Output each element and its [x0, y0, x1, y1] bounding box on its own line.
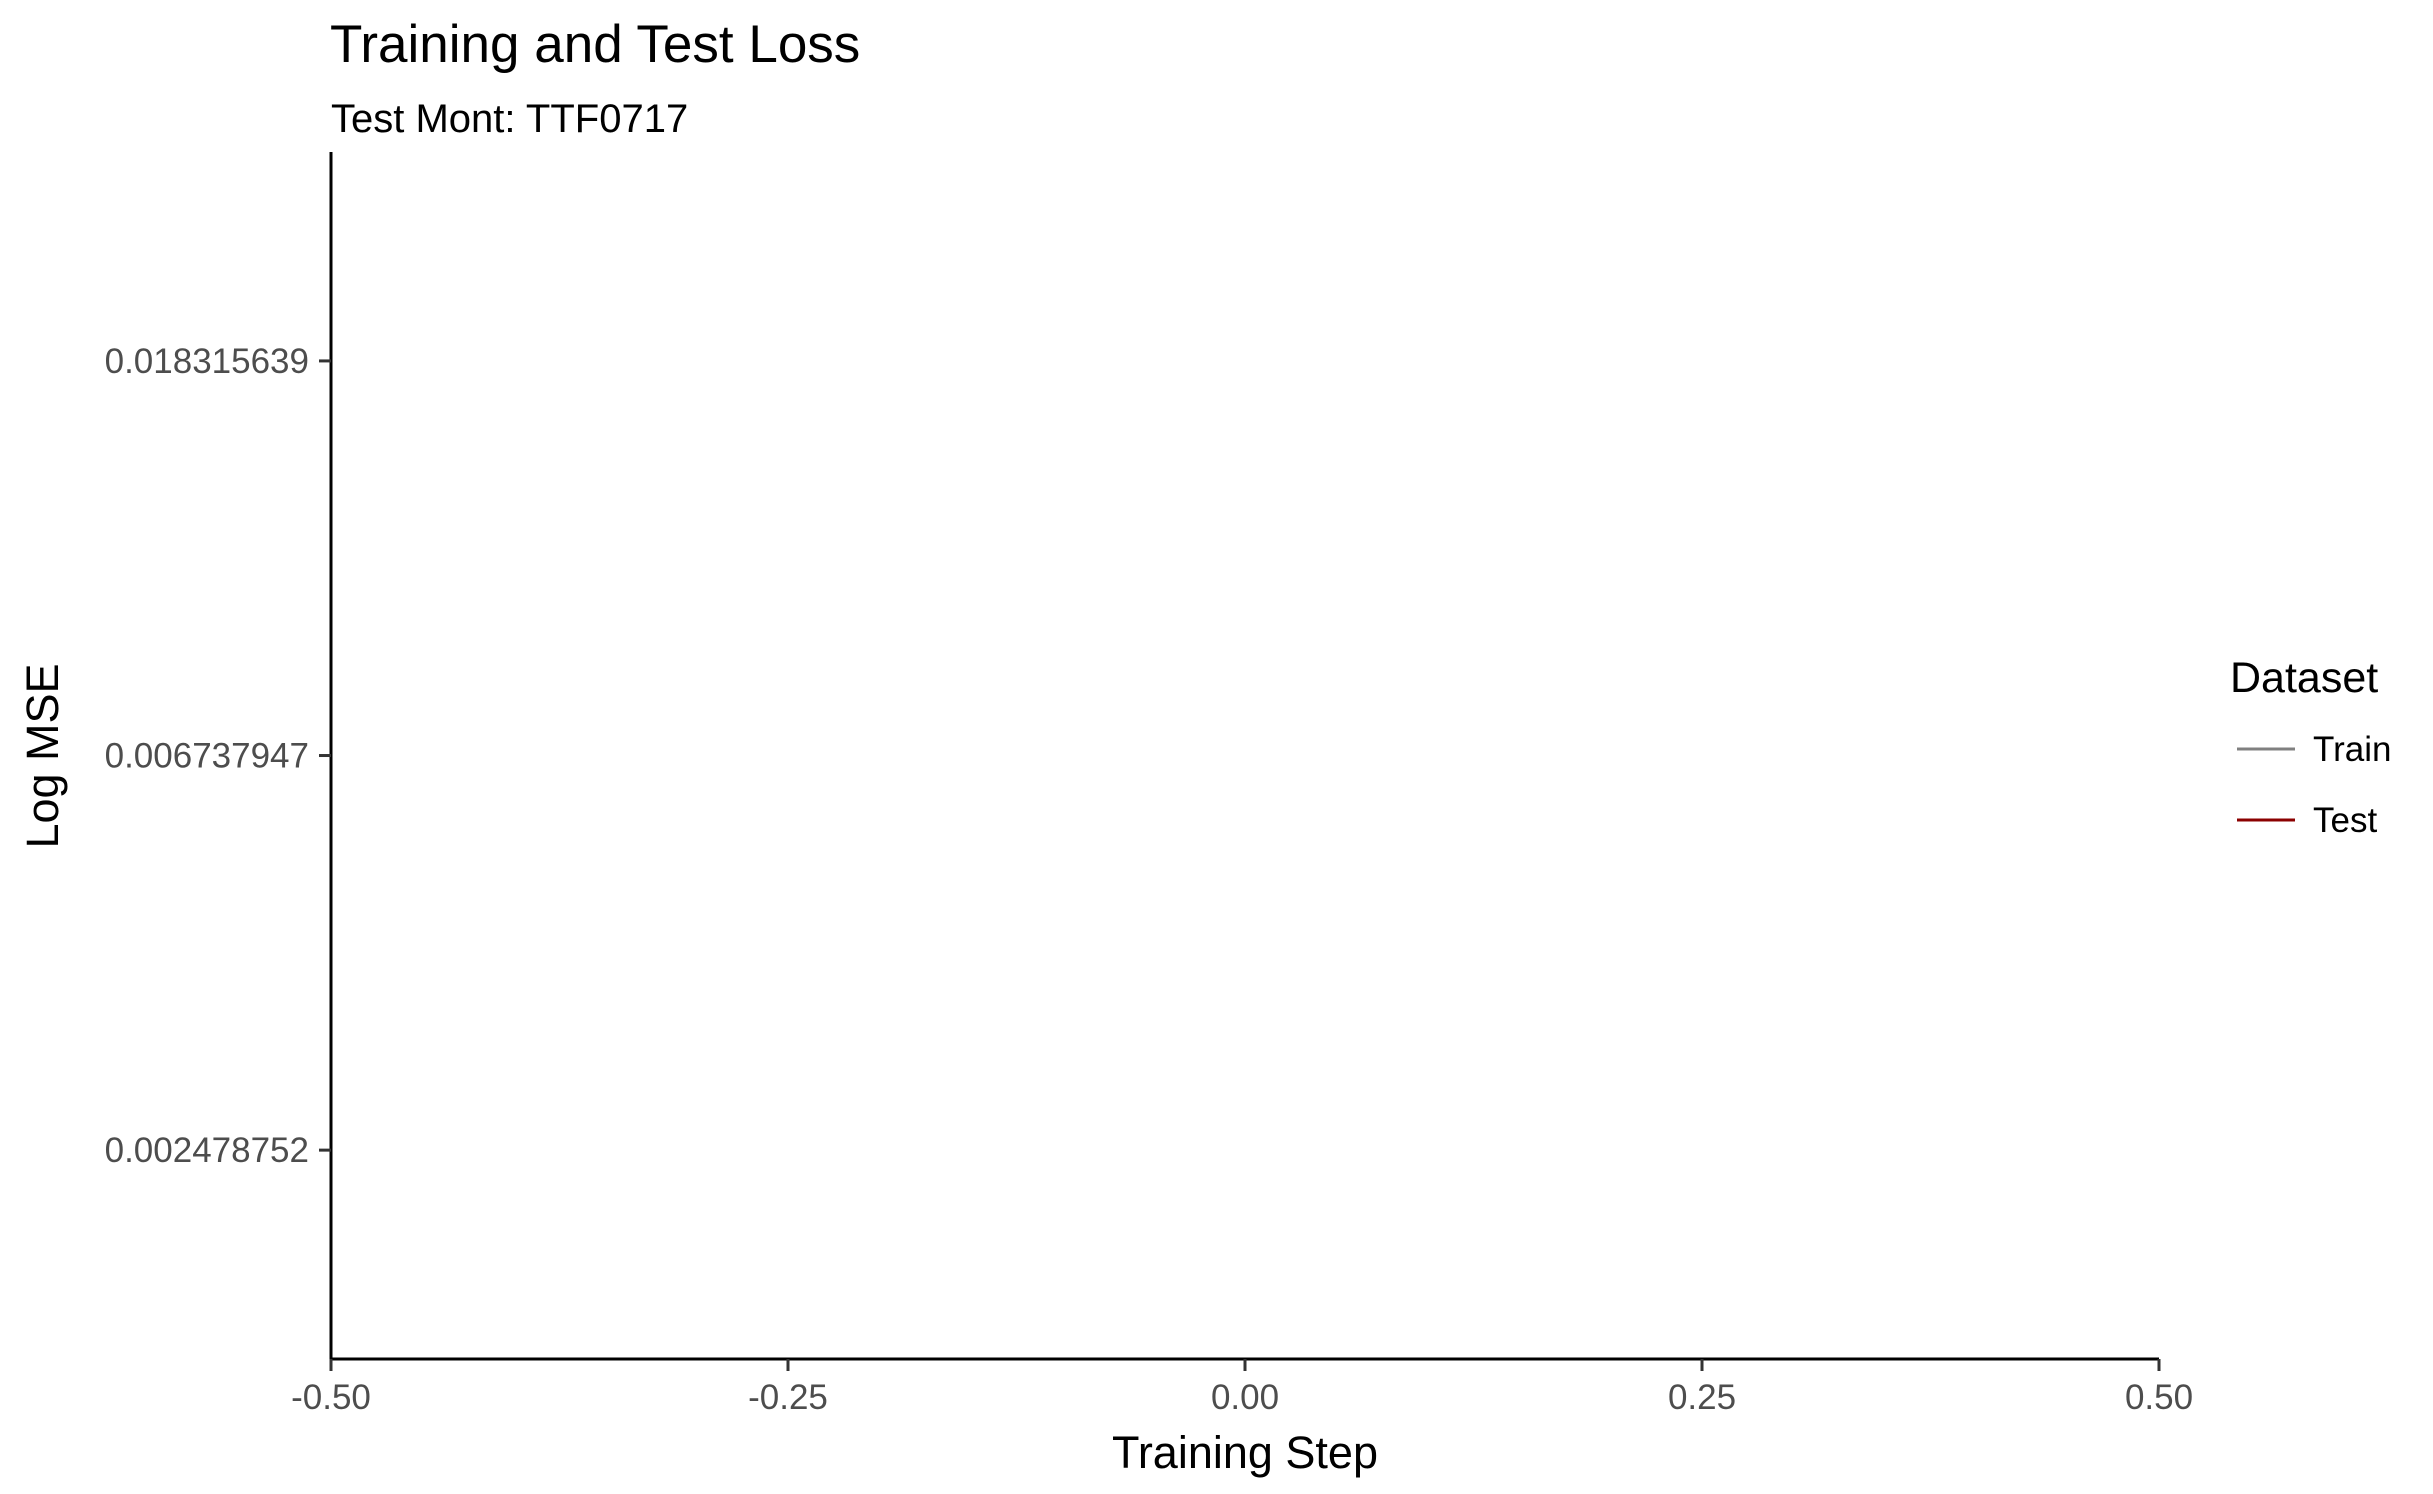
- legend-train-label: Train: [2313, 730, 2391, 769]
- y-tick-label: 0.002478752: [105, 1131, 309, 1170]
- y-axis-ticks: 0.018315639 0.006737947 0.002478752: [105, 342, 331, 1170]
- x-tick-label: 0.25: [1668, 1378, 1736, 1417]
- legend-test-label: Test: [2313, 801, 2377, 840]
- chart-title: Training and Test Loss: [330, 15, 860, 74]
- legend: Dataset Train Test: [2230, 654, 2391, 840]
- x-tick-label: -0.50: [291, 1378, 371, 1417]
- y-axis-label: Log MSE: [17, 663, 68, 848]
- x-tick-label: 0.50: [2125, 1378, 2193, 1417]
- y-tick-label: 0.018315639: [105, 342, 309, 381]
- x-tick-label: -0.25: [748, 1378, 828, 1417]
- x-axis-ticks: -0.50 -0.25 0.00 0.25 0.50: [291, 1359, 2193, 1417]
- x-tick-label: 0.00: [1211, 1378, 1279, 1417]
- y-tick-label: 0.006737947: [105, 737, 309, 776]
- x-axis-label: Training Step: [1112, 1427, 1378, 1478]
- legend-title: Dataset: [2230, 654, 2378, 702]
- chart-subtitle: Test Mont: TTF0717: [331, 97, 688, 141]
